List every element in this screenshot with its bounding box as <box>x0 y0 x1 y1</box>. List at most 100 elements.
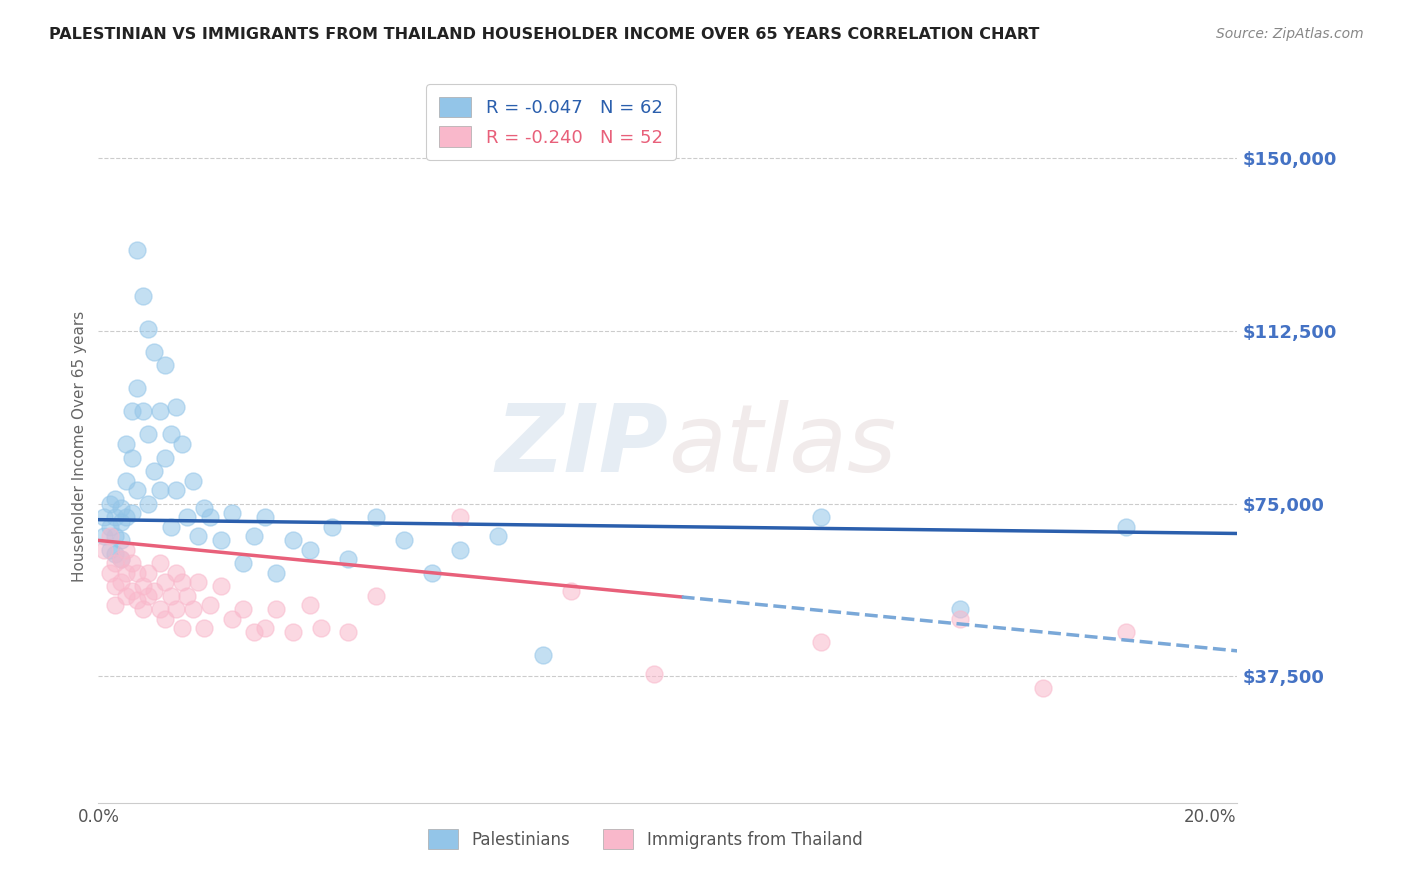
Palestinians <box>810 510 832 524</box>
Palestinians <box>132 404 155 418</box>
Palestinians <box>486 529 509 543</box>
Immigrants from Thailand <box>127 566 149 580</box>
Immigrants from Thailand <box>281 625 304 640</box>
Palestinians <box>531 648 554 663</box>
Immigrants from Thailand <box>121 557 143 571</box>
Immigrants from Thailand <box>115 589 138 603</box>
Palestinians <box>127 381 149 395</box>
Immigrants from Thailand <box>254 621 277 635</box>
Palestinians <box>254 510 277 524</box>
Palestinians <box>104 510 127 524</box>
Text: Source: ZipAtlas.com: Source: ZipAtlas.com <box>1216 27 1364 41</box>
Palestinians <box>121 506 143 520</box>
Y-axis label: Householder Income Over 65 years: Householder Income Over 65 years <box>72 310 87 582</box>
Palestinians <box>209 533 232 548</box>
Text: atlas: atlas <box>668 401 896 491</box>
Palestinians <box>366 510 388 524</box>
Palestinians <box>153 359 176 373</box>
Immigrants from Thailand <box>138 566 160 580</box>
Palestinians <box>138 427 160 442</box>
Palestinians <box>181 474 204 488</box>
Palestinians <box>127 244 149 258</box>
Immigrants from Thailand <box>264 602 287 616</box>
Immigrants from Thailand <box>132 579 155 593</box>
Palestinians <box>115 510 138 524</box>
Immigrants from Thailand <box>198 598 221 612</box>
Immigrants from Thailand <box>193 621 215 635</box>
Palestinians <box>143 344 166 359</box>
Legend: Palestinians, Immigrants from Thailand: Palestinians, Immigrants from Thailand <box>418 820 872 859</box>
Palestinians <box>298 542 321 557</box>
Text: ZIP: ZIP <box>495 400 668 492</box>
Palestinians <box>93 510 115 524</box>
Immigrants from Thailand <box>148 557 170 571</box>
Palestinians <box>193 501 215 516</box>
Palestinians <box>132 289 155 303</box>
Palestinians <box>243 529 266 543</box>
Immigrants from Thailand <box>165 602 187 616</box>
Immigrants from Thailand <box>127 593 149 607</box>
Palestinians <box>449 542 471 557</box>
Palestinians <box>198 510 221 524</box>
Palestinians <box>110 515 132 529</box>
Palestinians <box>159 427 181 442</box>
Immigrants from Thailand <box>110 551 132 566</box>
Palestinians <box>121 404 143 418</box>
Immigrants from Thailand <box>560 584 582 599</box>
Palestinians <box>121 450 143 465</box>
Immigrants from Thailand <box>810 634 832 648</box>
Palestinians <box>232 557 254 571</box>
Immigrants from Thailand <box>121 584 143 599</box>
Palestinians <box>1115 519 1137 533</box>
Immigrants from Thailand <box>948 612 970 626</box>
Immigrants from Thailand <box>138 589 160 603</box>
Palestinians <box>110 551 132 566</box>
Immigrants from Thailand <box>449 510 471 524</box>
Immigrants from Thailand <box>132 602 155 616</box>
Immigrants from Thailand <box>98 529 121 543</box>
Palestinians <box>948 602 970 616</box>
Immigrants from Thailand <box>1115 625 1137 640</box>
Palestinians <box>104 547 127 561</box>
Immigrants from Thailand <box>98 566 121 580</box>
Immigrants from Thailand <box>104 557 127 571</box>
Immigrants from Thailand <box>221 612 243 626</box>
Immigrants from Thailand <box>165 566 187 580</box>
Palestinians <box>138 497 160 511</box>
Immigrants from Thailand <box>643 666 665 681</box>
Immigrants from Thailand <box>187 574 209 589</box>
Palestinians <box>127 483 149 497</box>
Immigrants from Thailand <box>176 589 198 603</box>
Immigrants from Thailand <box>366 589 388 603</box>
Immigrants from Thailand <box>143 584 166 599</box>
Immigrants from Thailand <box>309 621 332 635</box>
Palestinians <box>98 519 121 533</box>
Palestinians <box>148 483 170 497</box>
Palestinians <box>93 529 115 543</box>
Palestinians <box>321 519 343 533</box>
Palestinians <box>221 506 243 520</box>
Immigrants from Thailand <box>170 621 193 635</box>
Immigrants from Thailand <box>181 602 204 616</box>
Palestinians <box>176 510 198 524</box>
Palestinians <box>153 450 176 465</box>
Palestinians <box>159 519 181 533</box>
Palestinians <box>420 566 443 580</box>
Immigrants from Thailand <box>170 574 193 589</box>
Palestinians <box>392 533 415 548</box>
Immigrants from Thailand <box>153 574 176 589</box>
Text: PALESTINIAN VS IMMIGRANTS FROM THAILAND HOUSEHOLDER INCOME OVER 65 YEARS CORRELA: PALESTINIAN VS IMMIGRANTS FROM THAILAND … <box>49 27 1039 42</box>
Immigrants from Thailand <box>298 598 321 612</box>
Palestinians <box>281 533 304 548</box>
Palestinians <box>115 436 138 450</box>
Palestinians <box>170 436 193 450</box>
Palestinians <box>337 551 360 566</box>
Immigrants from Thailand <box>93 542 115 557</box>
Immigrants from Thailand <box>115 566 138 580</box>
Immigrants from Thailand <box>153 612 176 626</box>
Palestinians <box>115 474 138 488</box>
Immigrants from Thailand <box>159 589 181 603</box>
Immigrants from Thailand <box>243 625 266 640</box>
Immigrants from Thailand <box>337 625 360 640</box>
Immigrants from Thailand <box>104 579 127 593</box>
